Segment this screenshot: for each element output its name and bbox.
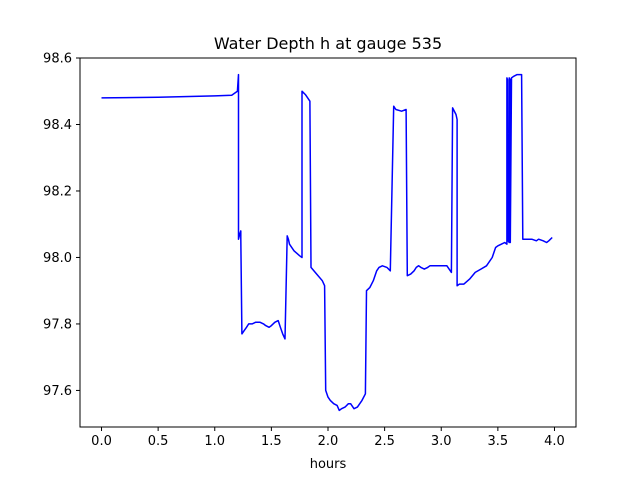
x-tick-label: 0.0 (91, 434, 112, 449)
x-tick-label: 2.0 (318, 434, 339, 449)
series-line-0 (101, 73, 553, 412)
axes-frame (79, 57, 577, 428)
plot-area: 0.0 0.5 1.0 1.5 2.0 2.5 3.0 3.5 4.0 97.6 97.8 98.0 9… (43, 52, 577, 449)
x-axis-label: hours (310, 457, 347, 472)
y-tick-label: 98.0 (43, 251, 72, 266)
chart-title: Water Depth h at gauge 535 (214, 34, 442, 53)
x-tick-label: 4.0 (544, 434, 565, 449)
y-tick-label: 97.8 (43, 317, 72, 332)
x-tick-label: 3.0 (431, 434, 452, 449)
x-tick-label: 2.5 (374, 434, 395, 449)
x-tick-label: 0.5 (148, 434, 169, 449)
y-tick-label: 98.2 (43, 184, 72, 199)
y-tick-label: 97.6 (43, 384, 72, 399)
x-tick-label: 3.5 (488, 434, 509, 449)
y-tick-label: 98.6 (43, 52, 72, 67)
y-tick-label: 98.4 (43, 118, 72, 133)
x-tick-label: 1.5 (261, 434, 282, 449)
x-tick-label: 1.0 (204, 434, 225, 449)
